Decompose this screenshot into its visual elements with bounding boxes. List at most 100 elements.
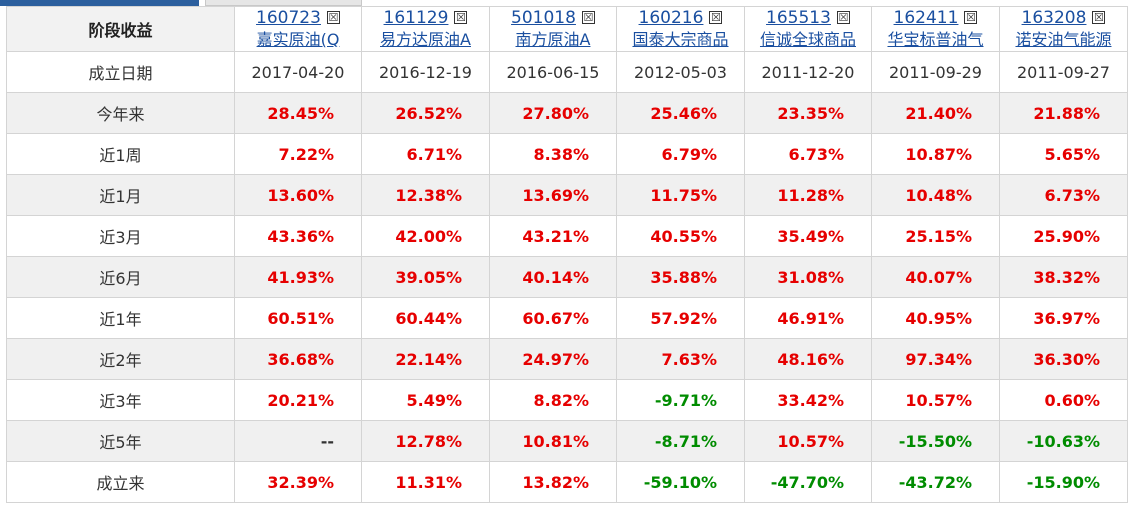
return-value-cell: 43.36% bbox=[234, 215, 362, 257]
return-value-cell: 21.88% bbox=[999, 92, 1128, 134]
return-value-cell: 60.67% bbox=[489, 297, 617, 339]
return-value-cell: 8.82% bbox=[489, 379, 617, 421]
return-value-cell: 28.45% bbox=[234, 92, 362, 134]
fund-name-link[interactable]: 华宝标普油气 bbox=[887, 30, 984, 49]
return-value-cell: 12.78% bbox=[361, 420, 490, 462]
return-value-cell: -15.50% bbox=[871, 420, 1000, 462]
return-value-cell: 11.75% bbox=[616, 174, 745, 216]
return-value-cell: 39.05% bbox=[361, 256, 490, 298]
return-value-cell: 25.15% bbox=[871, 215, 1000, 257]
fund-name-link[interactable]: 嘉实原油(Q bbox=[256, 30, 340, 49]
period-label: 近6月 bbox=[6, 256, 235, 298]
return-value-cell: 7.63% bbox=[616, 338, 745, 380]
fund-header: 501018 ☒ 南方原油A bbox=[489, 6, 617, 52]
return-value-cell: -- bbox=[234, 420, 362, 462]
return-value-cell: 42.00% bbox=[361, 215, 490, 257]
remove-fund-icon[interactable]: ☒ bbox=[709, 11, 723, 24]
fund-code-link[interactable]: 165513 bbox=[766, 8, 831, 28]
period-label: 近3月 bbox=[6, 215, 235, 257]
fund-code-link[interactable]: 163208 bbox=[1021, 8, 1087, 28]
return-value-cell: 10.57% bbox=[871, 379, 1000, 421]
return-value-cell: 33.42% bbox=[744, 379, 872, 421]
period-label: 近1年 bbox=[6, 297, 235, 339]
remove-fund-icon[interactable]: ☒ bbox=[326, 11, 340, 24]
fund-code-link[interactable]: 162411 bbox=[893, 8, 959, 28]
return-value-cell: 12.38% bbox=[361, 174, 490, 216]
return-value-cell: -59.10% bbox=[616, 461, 745, 503]
fund-header: 161129 ☒ 易方达原油A bbox=[361, 6, 490, 52]
inception-date-cell: 2016-12-19 bbox=[361, 51, 490, 93]
period-label: 近2年 bbox=[6, 338, 235, 380]
tab-active[interactable] bbox=[0, 0, 199, 6]
return-value-cell: 41.93% bbox=[234, 256, 362, 298]
return-value-cell: 10.57% bbox=[744, 420, 872, 462]
period-label: 近1月 bbox=[6, 174, 235, 216]
fund-code-link[interactable]: 501018 bbox=[511, 8, 576, 28]
remove-fund-icon[interactable]: ☒ bbox=[964, 11, 978, 24]
inception-date-cell: 2016-06-15 bbox=[489, 51, 617, 93]
remove-fund-icon[interactable]: ☒ bbox=[1092, 11, 1106, 24]
fund-name-link[interactable]: 诺安油气能源 bbox=[1015, 30, 1112, 49]
period-row: 近1月 13.60% 12.38% 13.69% 11.75% 11.28% 10.48% 6… bbox=[6, 174, 1128, 216]
period-row: 今年来 28.45% 26.52% 27.80% 25.46% 23.35% 21.40% 2… bbox=[6, 92, 1128, 134]
return-value-cell: 0.60% bbox=[999, 379, 1128, 421]
return-value-cell: 6.71% bbox=[361, 133, 490, 175]
return-value-cell: 26.52% bbox=[361, 92, 490, 134]
remove-fund-icon[interactable]: ☒ bbox=[836, 11, 850, 24]
return-value-cell: -47.70% bbox=[744, 461, 872, 503]
return-value-cell: 40.07% bbox=[871, 256, 1000, 298]
inception-date-cell: 2017-04-20 bbox=[234, 51, 362, 93]
return-value-cell: 25.90% bbox=[999, 215, 1128, 257]
performance-comparison-table: 阶段收益 160723 ☒ 嘉实原油(Q 161129 ☒ 易方达原油A 50101… bbox=[6, 6, 1128, 503]
return-value-cell: 97.34% bbox=[871, 338, 1000, 380]
return-value-cell: 13.82% bbox=[489, 461, 617, 503]
period-label: 近1周 bbox=[6, 133, 235, 175]
return-value-cell: -15.90% bbox=[999, 461, 1128, 503]
fund-name-link[interactable]: 南方原油A bbox=[515, 30, 591, 49]
return-value-cell: 10.87% bbox=[871, 133, 1000, 175]
fund-header: 162411 ☒ 华宝标普油气 bbox=[871, 6, 1000, 52]
return-value-cell: 57.92% bbox=[616, 297, 745, 339]
return-value-cell: 43.21% bbox=[489, 215, 617, 257]
return-value-cell: 23.35% bbox=[744, 92, 872, 134]
period-row: 近6月 41.93% 39.05% 40.14% 35.88% 31.08% 40.07% 3… bbox=[6, 256, 1128, 298]
return-value-cell: -8.71% bbox=[616, 420, 745, 462]
return-value-cell: 5.65% bbox=[999, 133, 1128, 175]
inception-date-cell: 2011-09-27 bbox=[999, 51, 1128, 93]
return-value-cell: 31.08% bbox=[744, 256, 872, 298]
return-value-cell: 13.60% bbox=[234, 174, 362, 216]
corner-label: 阶段收益 bbox=[6, 6, 235, 52]
return-value-cell: 35.88% bbox=[616, 256, 745, 298]
return-value-cell: 21.40% bbox=[871, 92, 1000, 134]
return-value-cell: 60.44% bbox=[361, 297, 490, 339]
period-row: 近1年 60.51% 60.44% 60.67% 57.92% 46.91% 40.95% 3… bbox=[6, 297, 1128, 339]
period-label: 近5年 bbox=[6, 420, 235, 462]
inception-date-row: 成立日期 2017-04-20 2016-12-19 2016-06-15 20… bbox=[6, 51, 1128, 93]
fund-name-link[interactable]: 信诚全球商品 bbox=[759, 30, 856, 49]
fund-code-link[interactable]: 160723 bbox=[256, 8, 321, 28]
return-value-cell: 27.80% bbox=[489, 92, 617, 134]
fund-code-link[interactable]: 161129 bbox=[383, 8, 449, 28]
return-value-cell: 36.68% bbox=[234, 338, 362, 380]
period-label: 近3年 bbox=[6, 379, 235, 421]
fund-header: 163208 ☒ 诺安油气能源 bbox=[999, 6, 1128, 52]
fund-name-link[interactable]: 易方达原油A bbox=[380, 30, 471, 49]
return-value-cell: 36.30% bbox=[999, 338, 1128, 380]
remove-fund-icon[interactable]: ☒ bbox=[581, 11, 595, 24]
return-value-cell: 6.73% bbox=[999, 174, 1128, 216]
return-value-cell: 8.38% bbox=[489, 133, 617, 175]
fund-header: 160216 ☒ 国泰大宗商品 bbox=[616, 6, 745, 52]
return-value-cell: 5.49% bbox=[361, 379, 490, 421]
fund-name-link[interactable]: 国泰大宗商品 bbox=[632, 30, 729, 49]
period-row: 近3月 43.36% 42.00% 43.21% 40.55% 35.49% 25.15% 2… bbox=[6, 215, 1128, 257]
fund-code-link[interactable]: 160216 bbox=[638, 8, 704, 28]
return-value-cell: 6.79% bbox=[616, 133, 745, 175]
inception-date-cell: 2011-09-29 bbox=[871, 51, 1000, 93]
return-value-cell: 60.51% bbox=[234, 297, 362, 339]
return-value-cell: -43.72% bbox=[871, 461, 1000, 503]
return-value-cell: 25.46% bbox=[616, 92, 745, 134]
remove-fund-icon[interactable]: ☒ bbox=[454, 11, 468, 24]
tab-inactive[interactable] bbox=[205, 0, 362, 6]
header-row: 阶段收益 160723 ☒ 嘉实原油(Q 161129 ☒ 易方达原油A 50101… bbox=[6, 6, 1128, 52]
return-value-cell: 11.28% bbox=[744, 174, 872, 216]
